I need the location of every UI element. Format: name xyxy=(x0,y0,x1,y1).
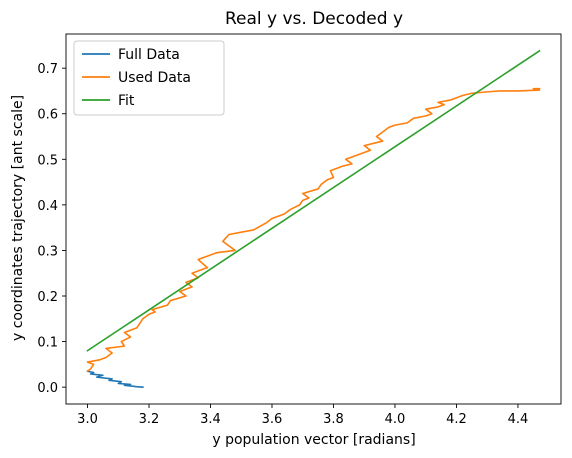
y-tick-label: 0.5 xyxy=(37,153,58,168)
plot-area xyxy=(65,33,562,405)
x-axis-ticks: 3.0 3.2 3.4 3.6 3.8 4.0 4.2 4.4 xyxy=(77,404,528,427)
x-tick-label: 4.4 xyxy=(508,412,529,427)
x-tick-label: 3.4 xyxy=(200,412,221,427)
chart-title: Real y vs. Decoded y xyxy=(225,9,403,29)
x-tick-label: 4.2 xyxy=(446,412,467,427)
legend-label: Fit xyxy=(118,93,135,109)
y-tick-label: 0.0 xyxy=(37,381,58,396)
y-tick-label: 0.6 xyxy=(37,108,58,123)
x-tick-label: 4.0 xyxy=(385,412,406,427)
x-axis-label: y population vector [radians] xyxy=(212,432,415,448)
y-tick-label: 0.3 xyxy=(37,244,58,259)
series-line-1 xyxy=(86,370,144,388)
y-tick-label: 0.4 xyxy=(37,199,58,214)
x-tick-label: 3.6 xyxy=(262,412,283,427)
legend-label: Used Data xyxy=(118,70,191,86)
series-line-2 xyxy=(86,87,541,373)
plot-frame xyxy=(65,33,562,405)
legend-box xyxy=(73,40,225,116)
y-tick-label: 0.2 xyxy=(37,290,58,305)
x-tick-label: 3.2 xyxy=(139,412,160,427)
legend-label: Full Data xyxy=(118,47,180,63)
y-tick-label: 0.1 xyxy=(37,336,58,351)
y-tick-label: 0.7 xyxy=(37,62,58,77)
y-axis-ticks: 0.0 0.1 0.2 0.3 0.4 0.5 0.6 0.7 xyxy=(37,62,66,396)
x-tick-label: 3.8 xyxy=(323,412,344,427)
x-tick-label: 3.0 xyxy=(77,412,98,427)
series-layer xyxy=(86,49,541,388)
series-line-3 xyxy=(86,49,541,352)
y-axis-label: y coordinates trajectory [ant scale] xyxy=(10,95,26,341)
legend: Full Data Used Data Fit xyxy=(73,40,225,116)
